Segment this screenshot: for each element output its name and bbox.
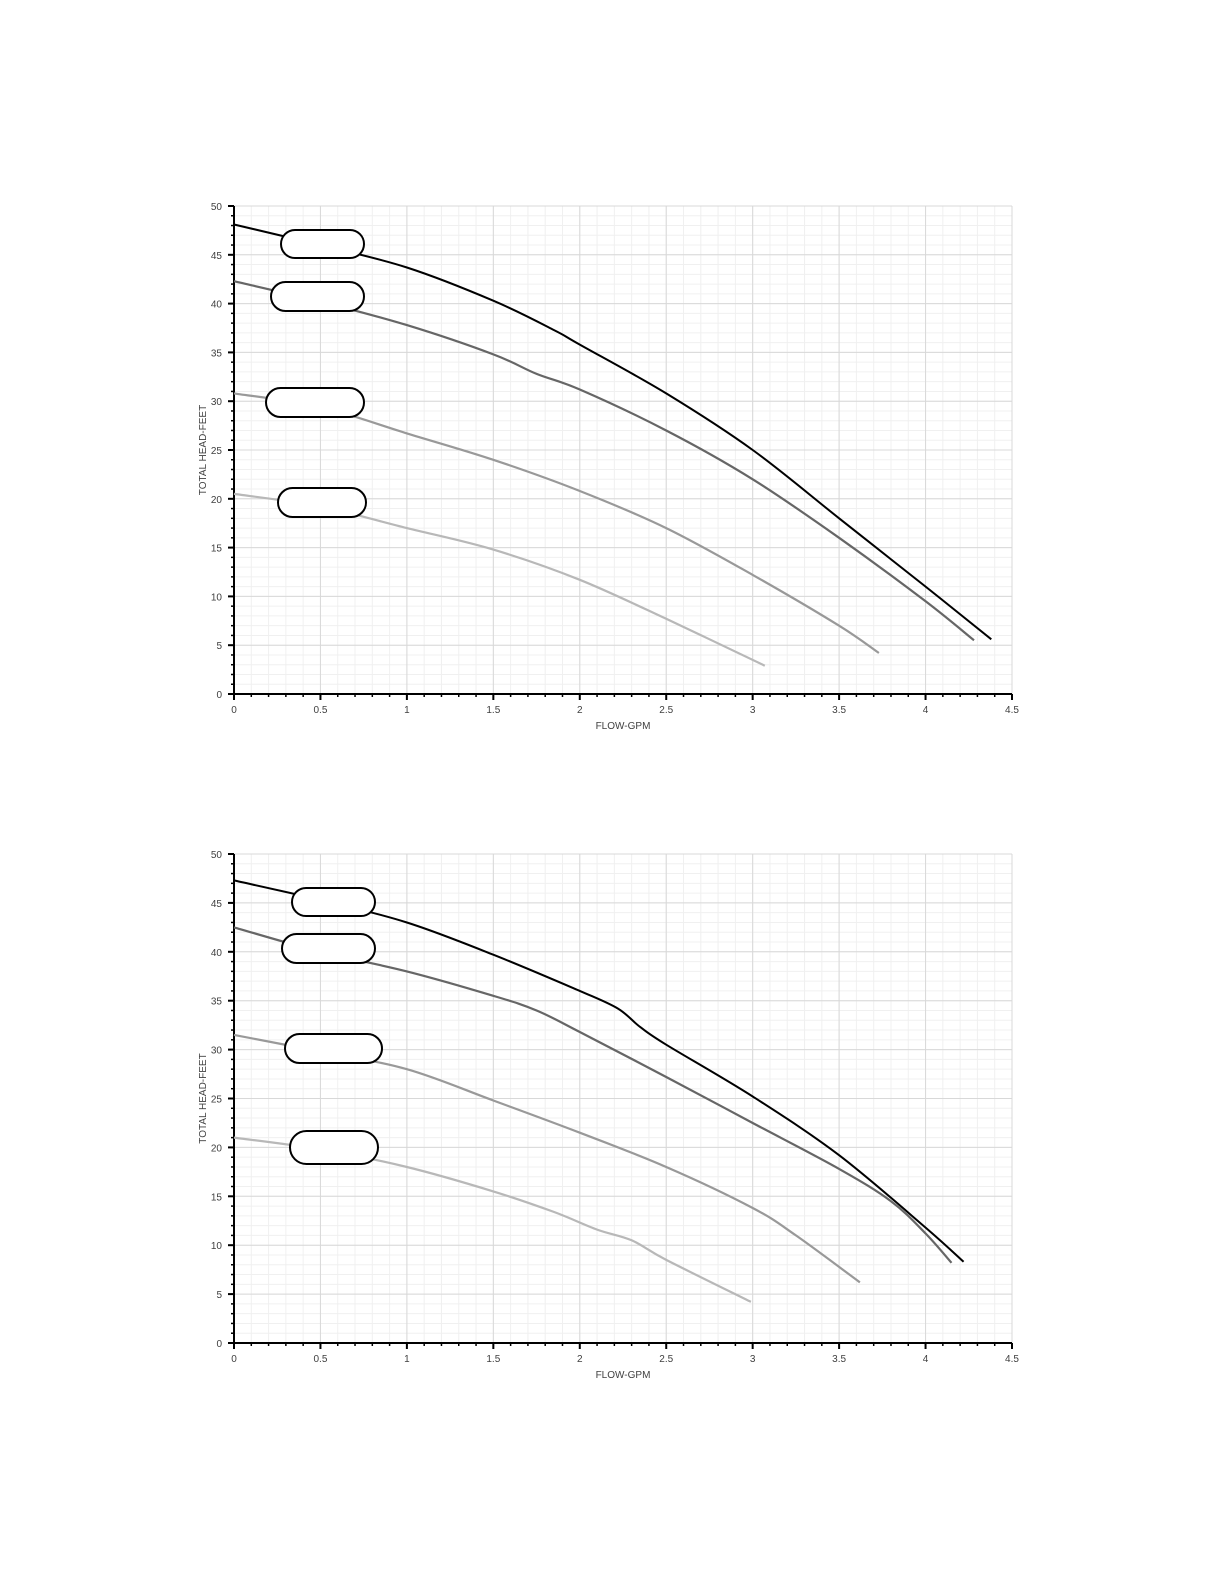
x-tick-label: 0: [231, 1354, 237, 1365]
y-tick-label: 50: [211, 850, 223, 861]
x-tick-label: 0.5: [313, 705, 327, 716]
x-tick-label: 3.5: [832, 1354, 846, 1365]
y-tick-label: 25: [211, 1095, 223, 1106]
y-tick-label: 35: [211, 348, 223, 359]
x-tick-label: 3.5: [832, 705, 846, 716]
y-tick-label: 0: [216, 690, 222, 701]
x-tick-label: 2: [577, 705, 583, 716]
series-label-box-3: [265, 387, 365, 418]
x-tick-label: 0: [231, 705, 237, 716]
y-axis-title: TOTAL HEAD-FEET: [198, 1053, 209, 1143]
x-tick-label: 4: [923, 705, 929, 716]
series-label-box-2: [270, 281, 365, 312]
y-tick-label: 45: [211, 251, 223, 262]
series-label-box-1: [280, 229, 365, 259]
y-tick-label: 15: [211, 544, 223, 555]
series-line-3: [233, 392, 880, 654]
chart-2: 0 0.5 1 1.5 2 2.5 3 3.5 4 4.5 0 5 10 15 20 25 30 35 40 45 50…: [198, 850, 1019, 1381]
x-tick-label: 1.5: [486, 705, 500, 716]
y-tick-label: 10: [211, 592, 223, 603]
chart-1: 0 0.5 1 1.5 2 2.5 3 3.5 4 4.5 0 5 10 15 20 25 30 35 40 45 50…: [198, 202, 1019, 732]
x-tick-label: 2.5: [659, 1354, 673, 1365]
series-line-1: [233, 223, 992, 641]
series-label-box-1: [291, 887, 376, 917]
y-tick-label: 30: [211, 397, 223, 408]
y-tick-label: 20: [211, 495, 223, 506]
y-tick-label: 20: [211, 1143, 223, 1154]
y-tick-label: 5: [216, 1290, 222, 1301]
y-tick-label: 35: [211, 997, 223, 1008]
x-tick-label: 1.5: [486, 1354, 500, 1365]
x-tick-label: 4.5: [1005, 1354, 1019, 1365]
series-line-1: [233, 879, 965, 1263]
y-tick-label: 10: [211, 1241, 223, 1252]
x-tick-label: 2: [577, 1354, 583, 1365]
series-line-2: [233, 280, 975, 642]
x-tick-label: 1: [404, 1354, 410, 1365]
y-tick-label: 25: [211, 446, 223, 457]
y-tick-label: 40: [211, 300, 223, 311]
x-tick-label: 4: [923, 1354, 929, 1365]
series-label-box-4: [289, 1130, 379, 1165]
y-tick-label: 0: [216, 1339, 222, 1350]
series-label-box-2: [281, 933, 376, 964]
x-tick-label: 2.5: [659, 705, 673, 716]
x-tick-label: 3: [750, 1354, 756, 1365]
x-tick-label: 4.5: [1005, 705, 1019, 716]
x-tick-label: 1: [404, 705, 410, 716]
x-tick-label: 3: [750, 705, 756, 716]
y-tick-label: 30: [211, 1046, 223, 1057]
y-tick-label: 50: [211, 202, 223, 213]
y-tick-label: 15: [211, 1192, 223, 1203]
x-tick-label: 0.5: [313, 1354, 327, 1365]
y-tick-label: 5: [216, 641, 222, 652]
x-axis-title: FLOW-GPM: [596, 721, 651, 732]
y-tick-label: 40: [211, 948, 223, 959]
x-axis-title: FLOW-GPM: [596, 1370, 651, 1381]
series-label-box-4: [277, 487, 367, 518]
series-label-box-3: [284, 1033, 383, 1064]
series-line-2: [233, 926, 953, 1264]
series-line-4: [233, 492, 766, 667]
y-tick-label: 45: [211, 899, 223, 910]
y-axis-title: TOTAL HEAD-FEET: [198, 405, 209, 495]
